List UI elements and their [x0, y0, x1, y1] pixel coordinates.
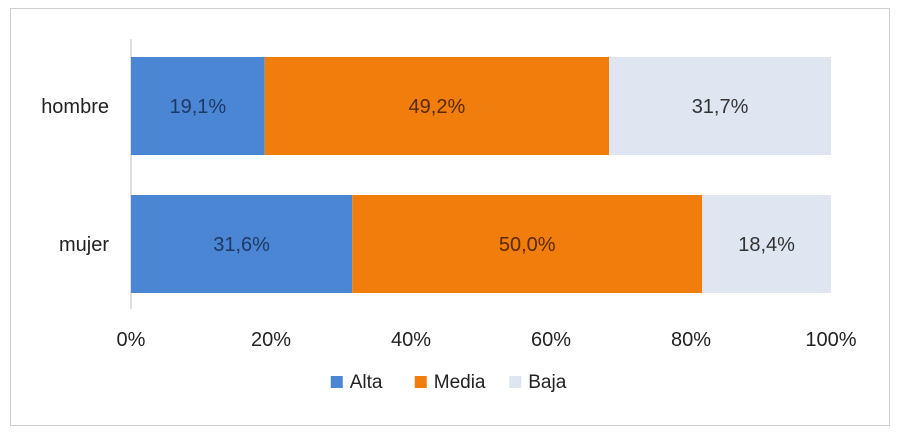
bar-hombre-baja: [609, 57, 831, 155]
data-label-mujer-alta: 31,6%: [213, 234, 270, 256]
stacked-bar-chart: 19,1% 49,2% 31,7% 31,6% 50,0% 18,4% hombre muj…: [41, 39, 857, 393]
bars-layer: 19,1% 49,2% 31,7% 31,6% 50,0% 18,4%: [131, 57, 831, 293]
bar-mujer-baja: [702, 195, 831, 293]
legend-label-alta: Alta: [350, 372, 383, 393]
legend-swatch-baja: [509, 376, 522, 388]
legend-label-baja: Baja: [528, 372, 566, 393]
chart-frame: 19,1% 49,2% 31,7% 31,6% 50,0% 18,4% hombre muj…: [10, 8, 890, 426]
bar-hombre-alta: [131, 57, 265, 155]
bar-mujer-alta: [131, 195, 353, 293]
x-tick-label: 100%: [805, 329, 856, 351]
data-label-hombre-media: 49,2%: [409, 96, 466, 118]
category-labels: hombre mujer: [41, 96, 109, 256]
category-label-mujer: mujer: [59, 234, 109, 256]
category-label-hombre: hombre: [41, 96, 109, 118]
x-tick-label: 20%: [251, 329, 291, 351]
x-tick-label: 0%: [117, 329, 146, 351]
legend-swatch-alta: [330, 376, 343, 388]
x-tick-labels: 0% 20% 40% 60% 80% 100%: [117, 329, 857, 351]
data-label-hombre-baja: 31,7%: [692, 96, 749, 118]
legend: Alta Media Baja: [330, 372, 567, 393]
data-label-mujer-baja: 18,4%: [738, 234, 795, 256]
x-tick-label: 80%: [671, 329, 711, 351]
bar-hombre-media: [264, 57, 610, 155]
legend-label-media: Media: [434, 372, 486, 393]
bar-mujer-media: [352, 195, 703, 293]
data-label-hombre-alta: 19,1%: [169, 96, 226, 118]
data-label-mujer-media: 50,0%: [499, 234, 556, 256]
legend-swatch-media: [414, 376, 427, 388]
x-tick-label: 40%: [391, 329, 431, 351]
x-tick-label: 60%: [531, 329, 571, 351]
